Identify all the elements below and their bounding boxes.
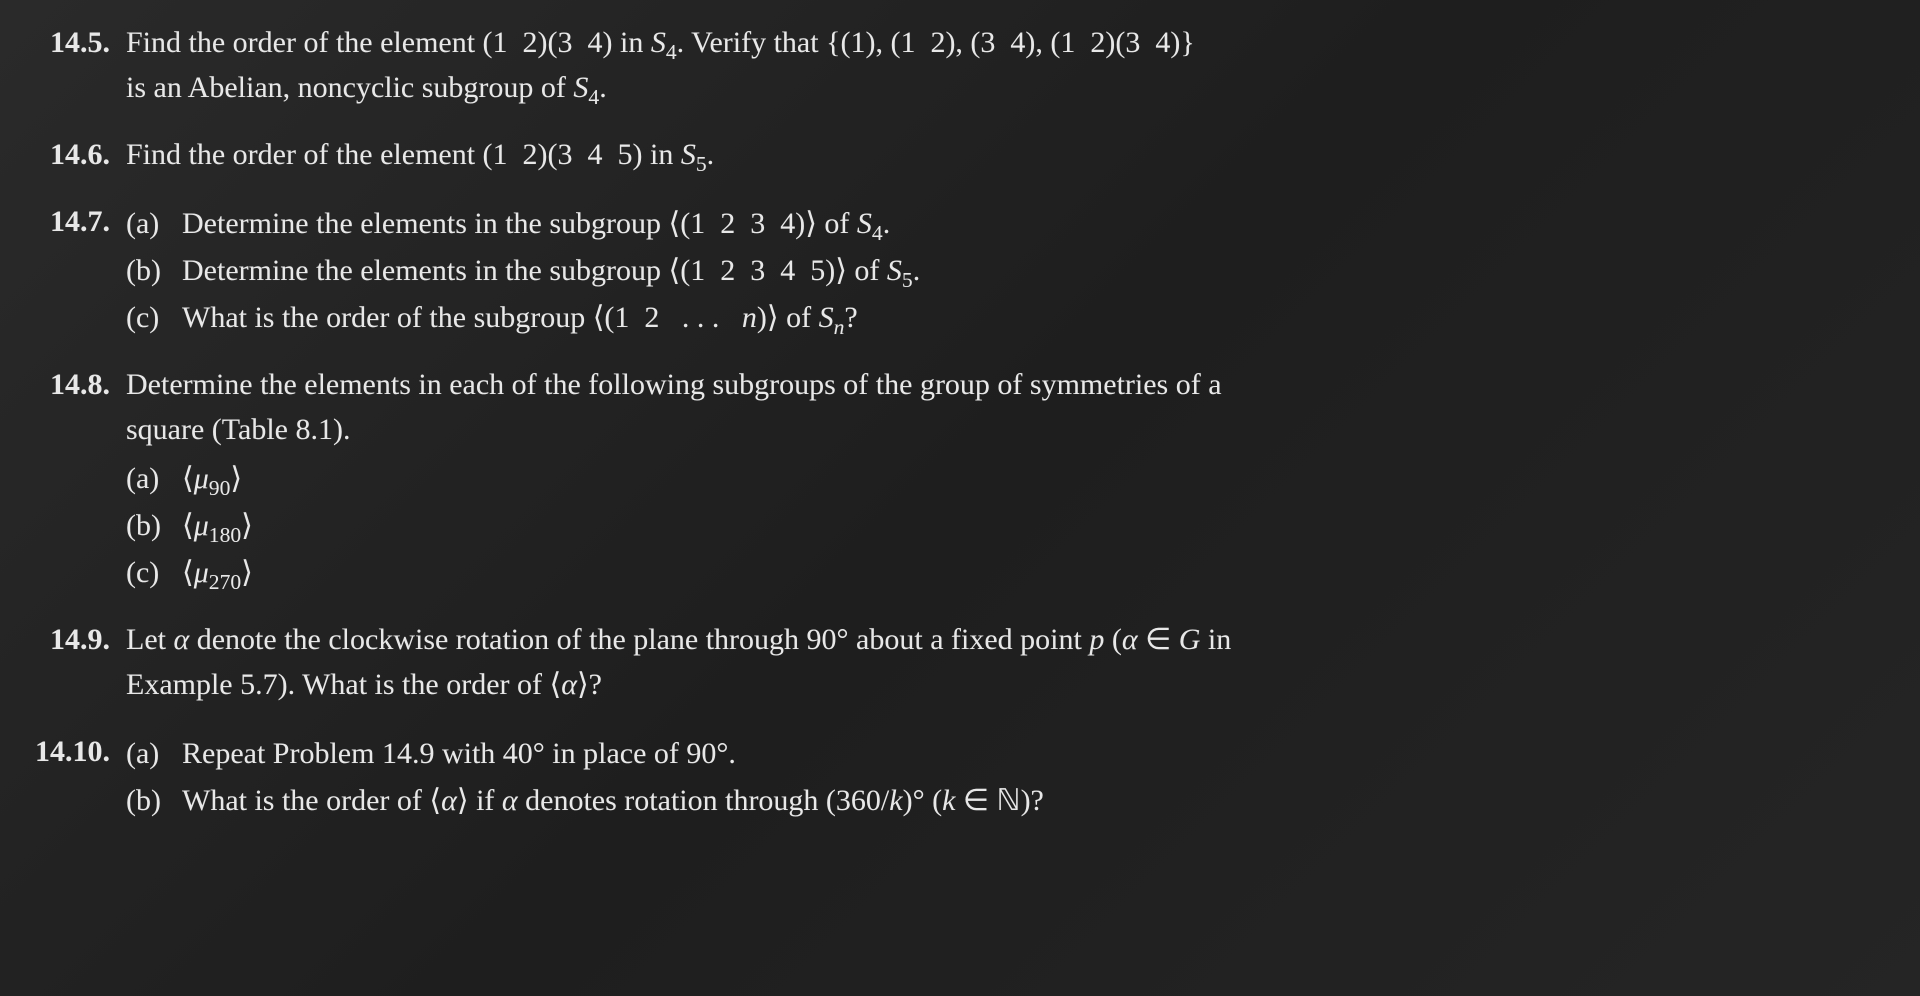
subpart-label: (a) (126, 201, 182, 246)
problem-14-7: 14.7. (a) Determine the elements in the … (0, 199, 1880, 340)
subpart-text: What is the order of the subgroup ⟨(1 2 … (182, 295, 858, 340)
problem-text-line: Determine the elements in each of the fo… (126, 362, 1880, 407)
problem-14-9: 14.9. Let α denote the clockwise rotatio… (0, 617, 1880, 707)
subpart-text: ⟨μ90⟩ (182, 456, 242, 501)
subpart-label: (c) (126, 295, 182, 340)
problem-body: (a) Repeat Problem 14.9 with 40° in plac… (126, 729, 1880, 823)
problem-number: 14.9. (0, 617, 126, 662)
problem-body: Let α denote the clockwise rotation of t… (126, 617, 1880, 707)
subpart-label: (a) (126, 731, 182, 776)
problem-body: Find the order of the element (1 2)(3 4 … (126, 132, 1880, 177)
subpart-b: (b) Determine the elements in the subgro… (126, 248, 1880, 293)
problem-text-line: Find the order of the element (1 2)(3 4)… (126, 20, 1880, 65)
subpart-a: (a) Repeat Problem 14.9 with 40° in plac… (126, 731, 1880, 776)
problem-text-line: is an Abelian, noncyclic subgroup of S4. (126, 65, 1880, 110)
subpart-text: Repeat Problem 14.9 with 40° in place of… (182, 731, 736, 776)
problem-number: 14.7. (0, 199, 126, 244)
problem-14-5: 14.5. Find the order of the element (1 2… (0, 20, 1880, 110)
subpart-c: (c) ⟨μ270⟩ (126, 550, 1880, 595)
subpart-label: (c) (126, 550, 182, 595)
subpart-text: What is the order of ⟨α⟩ if α denotes ro… (182, 778, 1044, 823)
subpart-text: Determine the elements in the subgroup ⟨… (182, 248, 920, 293)
subpart-text: ⟨μ270⟩ (182, 550, 253, 595)
problem-text-line: Let α denote the clockwise rotation of t… (126, 617, 1880, 662)
problem-14-6: 14.6. Find the order of the element (1 2… (0, 132, 1880, 177)
subpart-label: (a) (126, 456, 182, 501)
problem-body: Find the order of the element (1 2)(3 4)… (126, 20, 1880, 110)
subpart-b: (b) ⟨μ180⟩ (126, 503, 1880, 548)
subpart-c: (c) What is the order of the subgroup ⟨(… (126, 295, 1880, 340)
subpart-label: (b) (126, 778, 182, 823)
subpart-b: (b) What is the order of ⟨α⟩ if α denote… (126, 778, 1880, 823)
problem-number: 14.8. (0, 362, 126, 407)
problem-body: (a) Determine the elements in the subgro… (126, 199, 1880, 340)
subpart-a: (a) Determine the elements in the subgro… (126, 201, 1880, 246)
problem-number: 14.5. (0, 20, 126, 65)
problem-number: 14.6. (0, 132, 126, 177)
subpart-text: ⟨μ180⟩ (182, 503, 253, 548)
textbook-page: 14.5. Find the order of the element (1 2… (0, 0, 1920, 996)
problem-text-line: square (Table 8.1). (126, 407, 1880, 452)
problem-number: 14.10. (0, 729, 126, 774)
problem-body: Determine the elements in each of the fo… (126, 362, 1880, 595)
subpart-label: (b) (126, 248, 182, 293)
problem-14-8: 14.8. Determine the elements in each of … (0, 362, 1880, 595)
problem-text-line: Example 5.7). What is the order of ⟨α⟩? (126, 662, 1880, 707)
subpart-a: (a) ⟨μ90⟩ (126, 456, 1880, 501)
subpart-text: Determine the elements in the subgroup ⟨… (182, 201, 890, 246)
subpart-label: (b) (126, 503, 182, 548)
problem-text-line: Find the order of the element (1 2)(3 4 … (126, 132, 1880, 177)
problem-14-10: 14.10. (a) Repeat Problem 14.9 with 40° … (0, 729, 1880, 823)
